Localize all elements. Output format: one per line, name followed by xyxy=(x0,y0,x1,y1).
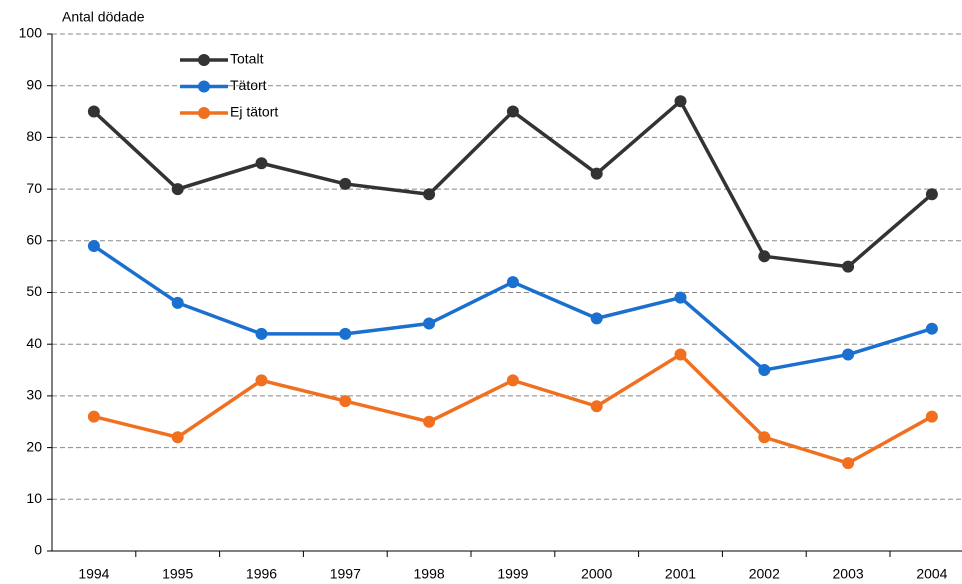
data-point xyxy=(590,400,603,413)
data-point xyxy=(255,327,268,340)
data-point xyxy=(506,276,519,289)
y-axis-label: Antal dödade xyxy=(62,9,145,25)
data-point xyxy=(842,348,855,361)
x-tick-label: 2002 xyxy=(749,566,780,582)
legend-label: Ej tätort xyxy=(230,104,278,120)
series-line xyxy=(93,352,933,466)
legend-marker xyxy=(198,80,210,93)
y-tick-label: 70 xyxy=(26,180,42,196)
x-tick-label: 2001 xyxy=(665,566,696,582)
y-tick-label: 50 xyxy=(26,283,42,299)
data-point xyxy=(87,105,100,118)
legend-marker xyxy=(198,107,210,119)
data-point xyxy=(423,188,436,201)
data-point xyxy=(506,374,519,387)
y-tick-label: 30 xyxy=(26,387,42,403)
data-point xyxy=(842,260,855,273)
x-tick-label: 2003 xyxy=(833,566,864,582)
y-tick-label: 20 xyxy=(26,438,42,454)
y-tick-label: 0 xyxy=(34,542,42,558)
data-point xyxy=(506,105,519,118)
data-point xyxy=(87,239,100,252)
x-tick-label: 1999 xyxy=(497,566,528,582)
x-tick-label: 1995 xyxy=(162,566,193,582)
x-tick-label: 1997 xyxy=(330,566,361,582)
data-point xyxy=(925,410,938,423)
data-point xyxy=(255,157,268,170)
x-tick-label: 1998 xyxy=(414,566,445,582)
data-point xyxy=(758,431,771,444)
data-point xyxy=(674,291,687,304)
data-point xyxy=(423,415,436,428)
data-point xyxy=(758,250,771,263)
legend-label: Tätort xyxy=(230,77,267,93)
data-point xyxy=(590,167,603,180)
data-point xyxy=(423,317,436,330)
data-point xyxy=(674,348,687,361)
data-point xyxy=(171,296,184,309)
x-tick-label: 2004 xyxy=(916,566,947,582)
data-point xyxy=(925,322,938,335)
data-point xyxy=(758,364,771,377)
data-point xyxy=(339,177,352,190)
y-tick-label: 10 xyxy=(26,490,42,506)
x-tick-label: 1994 xyxy=(78,566,109,582)
legend-marker xyxy=(198,54,210,66)
series-line xyxy=(92,244,933,372)
y-tick-label: 60 xyxy=(26,232,42,248)
data-point xyxy=(255,374,268,387)
series-line xyxy=(92,98,934,269)
data-point xyxy=(925,188,938,201)
y-tick-label: 100 xyxy=(19,25,43,41)
y-tick-label: 40 xyxy=(26,335,42,351)
x-tick-label: 1996 xyxy=(246,566,277,582)
data-point xyxy=(339,395,352,408)
data-point xyxy=(590,312,603,325)
data-point xyxy=(87,410,100,423)
legend-label: Totalt xyxy=(230,51,264,67)
data-point xyxy=(674,95,687,108)
x-tick-label: 2000 xyxy=(581,566,612,582)
data-point xyxy=(171,183,184,196)
data-point xyxy=(842,457,855,470)
y-tick-label: 80 xyxy=(26,128,42,144)
data-point xyxy=(171,431,184,444)
data-point xyxy=(339,327,352,340)
y-tick-label: 90 xyxy=(26,76,42,92)
